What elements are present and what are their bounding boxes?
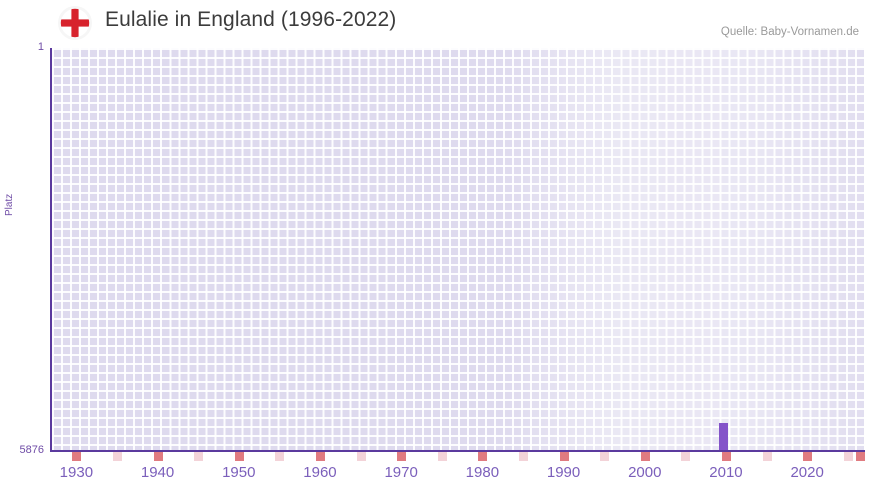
x-axis-major-tick [397, 452, 407, 461]
x-axis-tick-label: 2020 [790, 464, 824, 481]
x-axis-tick-label: 1970 [384, 464, 418, 481]
x-axis-minor-tick [356, 452, 366, 461]
x-axis-major-tick [72, 452, 82, 461]
y-axis-tick-bottom: 5876 [19, 444, 44, 456]
bar[interactable] [719, 423, 728, 450]
x-axis-major-tick [478, 452, 488, 461]
y-axis-line [50, 48, 52, 451]
x-axis-tick-label: 1940 [140, 464, 175, 481]
x-axis-minor-tick [600, 452, 610, 461]
x-axis-tick-label: 1990 [546, 464, 581, 481]
x-axis-minor-tick [681, 452, 691, 461]
x-axis-major-tick [153, 452, 163, 461]
x-axis-edge-tick [856, 452, 865, 461]
x-axis-tick-label: 1930 [59, 464, 94, 481]
plot-gradient-overlay [52, 48, 864, 450]
source-label: Quelle: Baby-Vornamen.de [720, 26, 859, 38]
plot-area [52, 48, 864, 450]
x-axis-minor-tick [275, 452, 285, 461]
x-axis-major-tick [559, 452, 569, 461]
y-axis-tick-top: 1 [37, 41, 44, 53]
x-axis-tick-label: 2010 [709, 464, 743, 481]
chart-header: Eulalie in England (1996-2022) Quelle: B… [0, 0, 873, 45]
x-axis-major-tick [234, 452, 244, 461]
x-axis-major-tick [640, 452, 650, 461]
x-axis-tick-label: 2000 [628, 464, 662, 481]
x-axis-tick-label: 1960 [303, 464, 337, 481]
x-axis-minor-tick [437, 452, 447, 461]
x-axis-minor-tick [762, 452, 772, 461]
x-axis-line [50, 450, 865, 452]
x-axis-major-tick [721, 452, 731, 461]
y-axis-label: Platz [4, 193, 15, 216]
x-axis-major-tick [803, 452, 813, 461]
x-axis-minor-tick [843, 452, 853, 461]
x-axis-minor-tick [112, 452, 122, 461]
x-axis-tick-label: 1980 [465, 464, 500, 481]
x-axis-minor-tick [194, 452, 204, 461]
page-title: Eulalie in England (1996-2022) [105, 8, 397, 31]
x-axis-major-tick [315, 452, 325, 461]
x-axis-tick-label: 1950 [222, 464, 256, 481]
x-axis-minor-tick [518, 452, 528, 461]
england-flag-icon [58, 6, 92, 40]
